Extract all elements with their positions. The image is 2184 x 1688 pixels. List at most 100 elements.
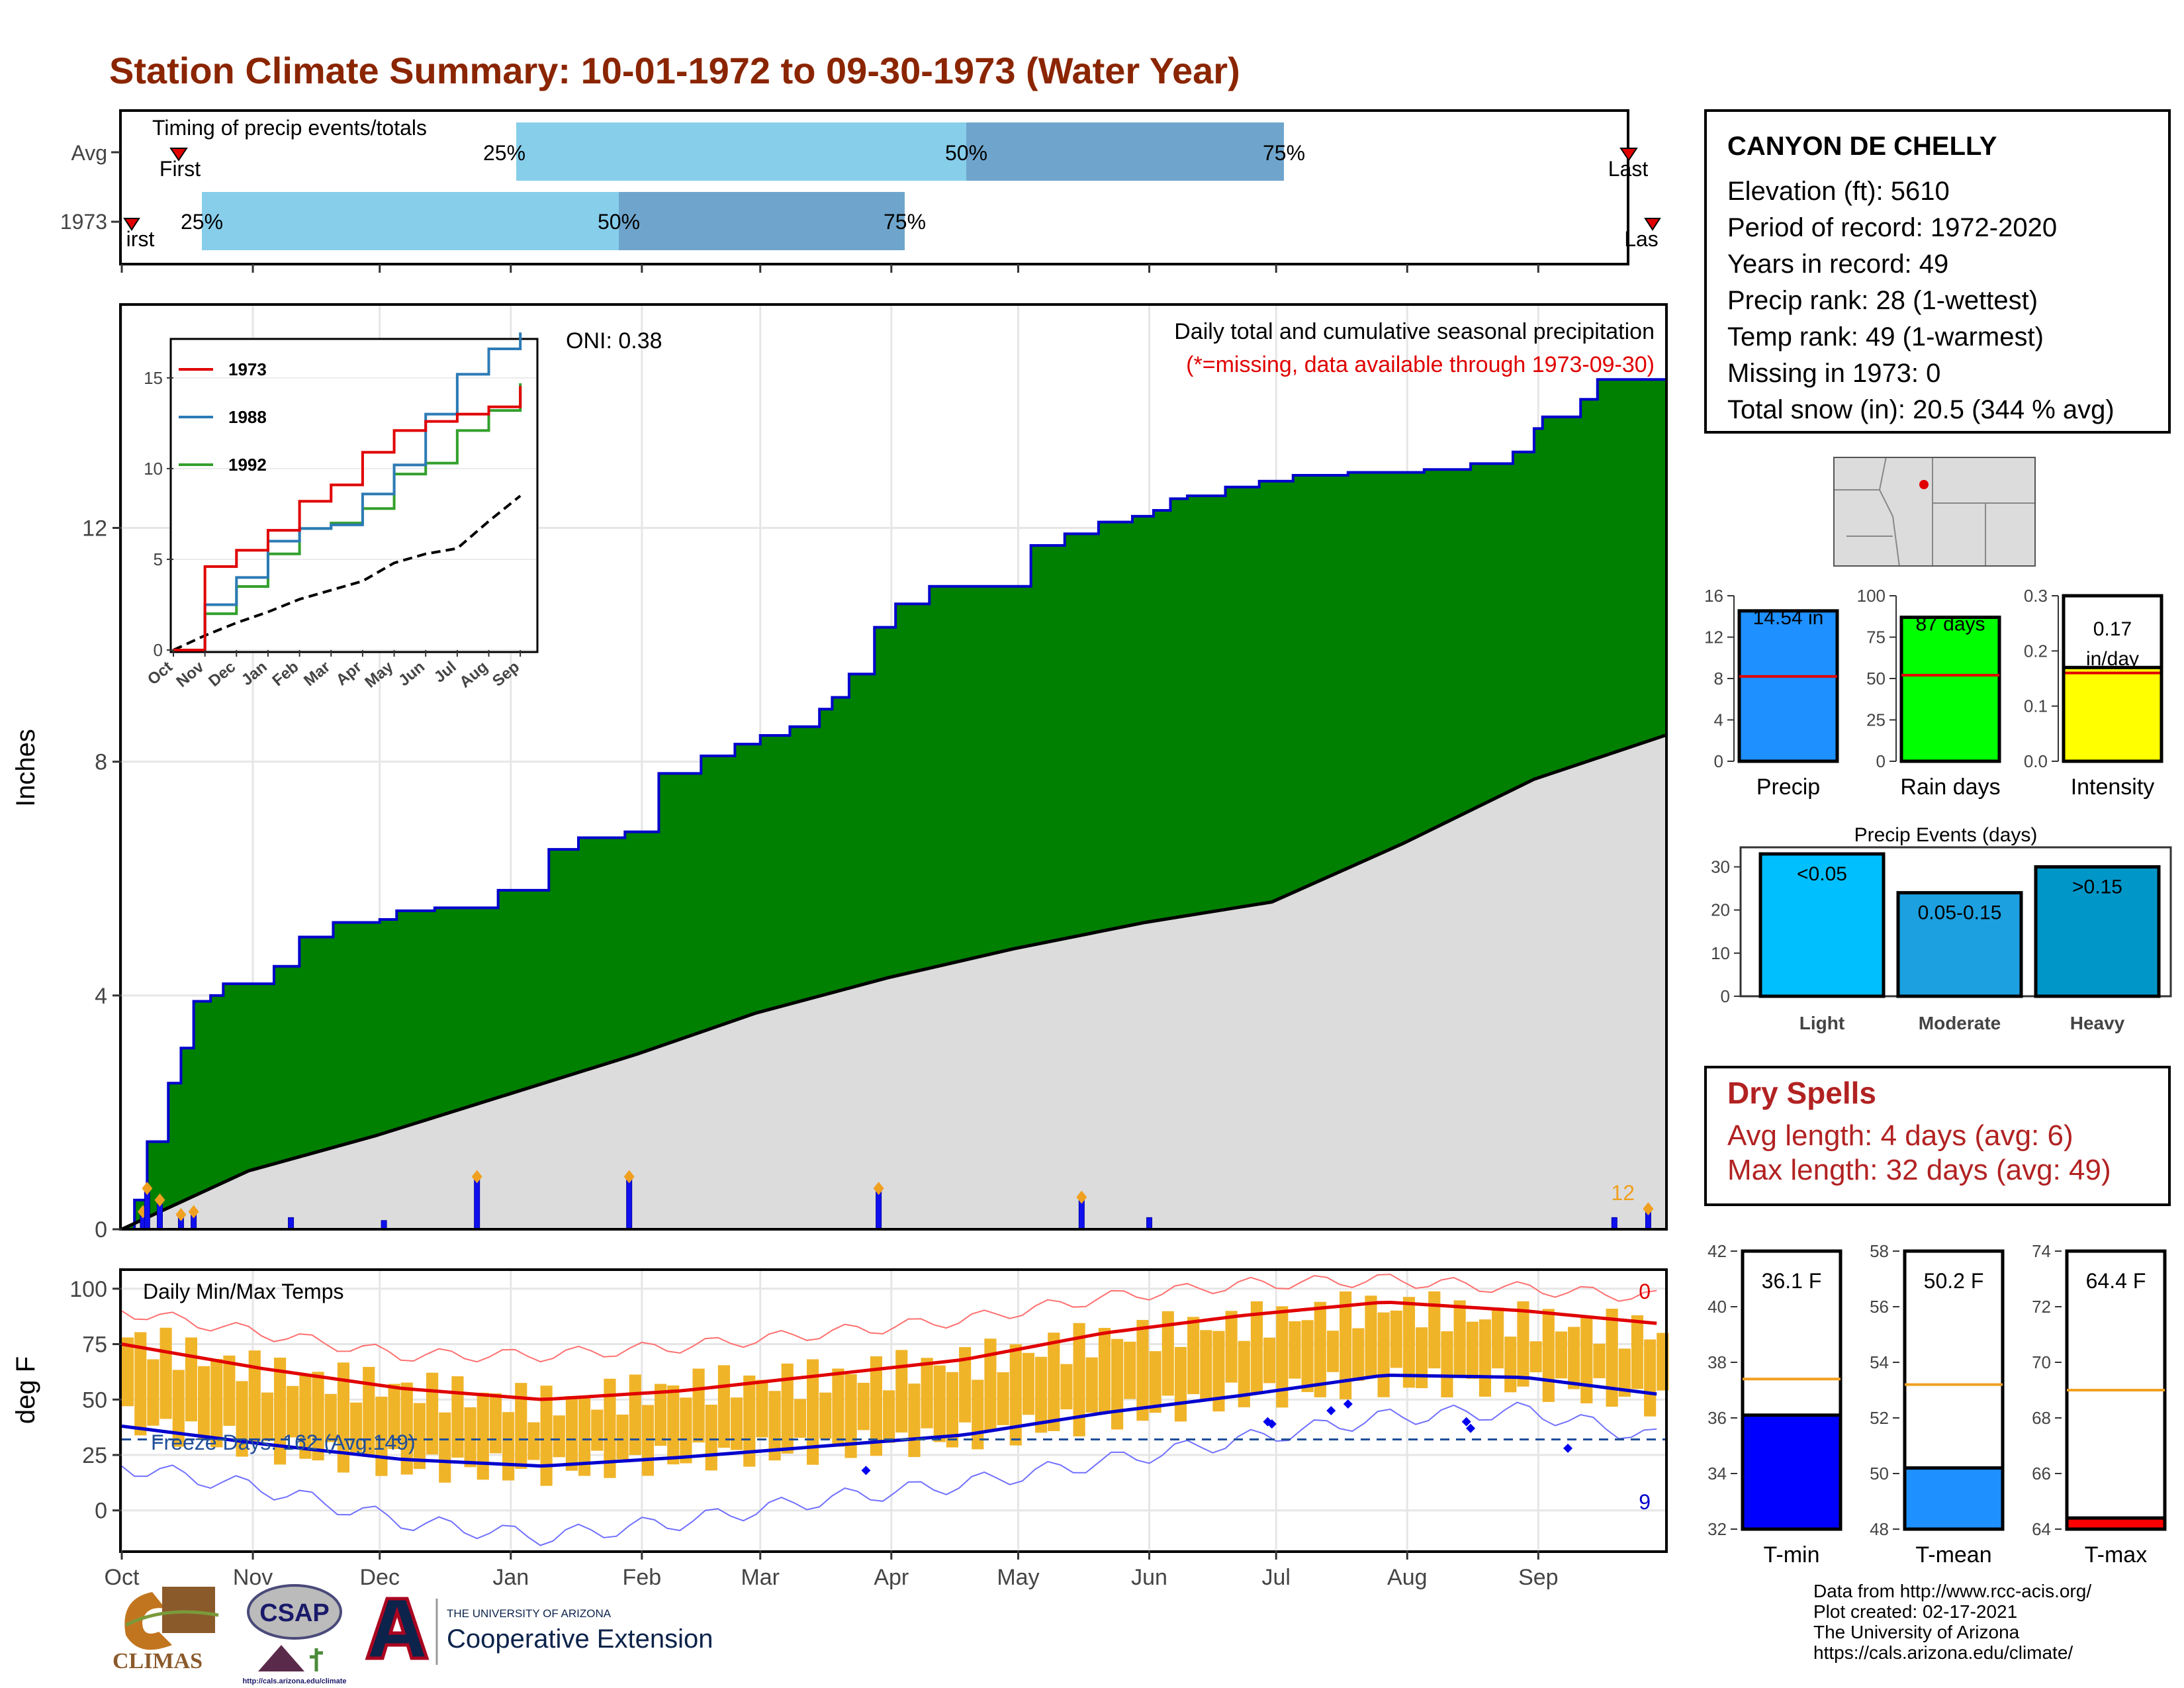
daily-precip-bar [288, 1217, 295, 1230]
daily-temp-bar [946, 1372, 959, 1448]
record-low-diamond [1466, 1423, 1476, 1433]
temp-summary-tick-label: 48 [1870, 1519, 1889, 1539]
csap-mountain-icon [258, 1645, 304, 1671]
daily-temp-bar [895, 1350, 908, 1433]
timing-avg-q25: 25% [483, 141, 525, 165]
inset-x-tick-label: Nov [173, 657, 208, 690]
daily-temp-bar [604, 1378, 616, 1478]
daily-temp-bar [337, 1362, 350, 1473]
state-borders [1833, 457, 2036, 567]
month-label: Nov [233, 1565, 273, 1590]
temperature-summary-bars: 32 34 36 38 40 42 36.1 F T-min 48 50 52 54 56 58 50.2 … [1707, 1241, 2167, 1568]
daily-temp-bar [489, 1393, 502, 1454]
daily-temp-bar [717, 1365, 731, 1448]
credit-url: https://cals.arizona.edu/climate/ [1813, 1642, 2073, 1663]
daily-temp-bar [1111, 1338, 1124, 1430]
events-title: Precip Events (days) [1854, 824, 2038, 846]
daily-temp-bar [1060, 1364, 1073, 1410]
temp-summary-category-label: T-max [2085, 1542, 2147, 1568]
temp-summary-tick-label: 66 [2032, 1464, 2051, 1483]
heavy-event-marker [1643, 1202, 1654, 1216]
temp-summary-category-label: T-mean [1915, 1542, 1991, 1568]
summary-bar [1899, 616, 2001, 763]
logos: CLIMAS CSAP http://cals.arizona.edu/clim… [113, 1584, 713, 1685]
month-axis-labels: Oct Nov Dec Jan Feb Mar Apr May Jun Jul Aug Sep [105, 1550, 1559, 1590]
temp-panel-label: Daily Min/Max Temps [143, 1280, 343, 1303]
temp-summary-tick-label: 72 [2032, 1297, 2051, 1317]
record-min-line [121, 1401, 1657, 1546]
temp-y-tick-label: 75 [82, 1333, 107, 1358]
daily-temp-bar [781, 1363, 794, 1454]
daily-temp-bar [1555, 1331, 1568, 1379]
record-low-diamond [861, 1466, 871, 1476]
summary-bar-tick-label: 0.3 [2024, 586, 2048, 606]
dry-spells-max: Max length: 32 days (avg: 49) [1727, 1154, 2111, 1186]
daily-temp-bar [1606, 1309, 1618, 1407]
summary-bar-precip: 0 4 8 12 16 14.54 in Precip [1704, 586, 1839, 800]
daily-temp-bar [553, 1415, 565, 1458]
daily-temp-bar [1377, 1312, 1390, 1397]
dry-spells-title: Dry Spells [1727, 1076, 1876, 1110]
climas-emblem-icon [124, 1592, 172, 1650]
temp-summary-bar [2065, 1516, 2167, 1531]
inset-avg-line [173, 494, 522, 651]
daily-temp-bar [768, 1391, 781, 1461]
daily-temp-bar [1326, 1331, 1340, 1372]
daily-temp-bar [122, 1337, 134, 1407]
daily-temp-bar [1212, 1331, 1225, 1412]
temp-y-tick-label: 25 [82, 1443, 107, 1468]
precip-events-chart: Precip Events (days) 0 10 20 30 <0.05 Light 0.… [1711, 824, 2172, 1033]
precip-y-tick-label: 12 [82, 516, 107, 541]
daily-temp-bar [731, 1397, 743, 1450]
inset-chart: 1973 1988 1992 0 5 10 15 OctNovDecJanFebMarApr… [144, 332, 539, 692]
daily-temp-bar [908, 1383, 921, 1458]
daily-temp-bar [1529, 1341, 1542, 1373]
inset-legend: 1973 1988 1992 [179, 359, 267, 475]
summary-bar-category-label: Rain days [1900, 774, 2000, 800]
temp-summary-tick-label: 54 [1870, 1352, 1889, 1372]
daily-temp-bar [1263, 1337, 1276, 1383]
daily-temp-bar [1402, 1297, 1416, 1388]
daily-temp-bar [959, 1347, 972, 1423]
summary-bar-tick-label: 0 [1714, 751, 1723, 771]
daily-temp-bar [756, 1380, 768, 1438]
daily-temp-bar [1365, 1295, 1377, 1377]
inset-x-tick-label: Dec [205, 658, 239, 690]
ua-block-a-icon [365, 1597, 430, 1660]
daily-temp-bar [655, 1383, 667, 1446]
climas-wordmark: CLIMAS [113, 1649, 203, 1673]
daily-temp-bar [312, 1372, 324, 1461]
daily-temp-bar [1618, 1348, 1631, 1397]
first-marker-avg [169, 148, 188, 162]
summary-bar-category-label: Precip [1756, 774, 1820, 800]
csap-logo: CSAP http://cals.arizona.edu/climate [242, 1584, 347, 1685]
temp-summary-t-mean: 48 50 52 54 56 58 50.2 F T-mean [1870, 1241, 2005, 1568]
summary-bar-tick-label: 0 [1876, 751, 1886, 771]
daily-temp-bar [1085, 1357, 1098, 1413]
daily-temp-bar [1479, 1319, 1492, 1397]
daily-temp-bar [502, 1412, 515, 1481]
csap-url: http://cals.arizona.edu/climate [242, 1677, 346, 1685]
daily-temp-bar [844, 1374, 857, 1458]
daily-temp-bar [1644, 1339, 1657, 1417]
inset-x-tick-label: Jun [395, 658, 428, 690]
temp-summary-tick-label: 40 [1707, 1297, 1727, 1317]
daily-temp-bar [451, 1376, 464, 1458]
daily-precip-bar [1146, 1217, 1153, 1230]
daily-temp-bar [1225, 1311, 1238, 1383]
events-bar-label: 0.05-0.15 [1918, 902, 2002, 924]
events-category-label: Light [1799, 1013, 1844, 1033]
daily-temp-bar [515, 1383, 527, 1469]
station-precip-rank: Precip rank: 28 (1-wettest) [1727, 286, 2038, 315]
inset-x-tick-label: Jan [238, 658, 271, 689]
daily-temp-bar [236, 1381, 248, 1457]
daily-temp-bar [464, 1407, 477, 1468]
precip-y-tick-label: 8 [95, 750, 107, 775]
daily-temp-bar [363, 1366, 375, 1457]
temp-summary-value-label: 50.2 F [1924, 1269, 1984, 1293]
timing-1973-q50: 50% [598, 210, 640, 234]
summary-bar-value-label: 0.17 [2093, 618, 2132, 640]
heavy-event-marker [188, 1205, 199, 1219]
daily-temp-bar [1022, 1352, 1035, 1415]
inset-x-tick-label: Jul [431, 658, 460, 686]
